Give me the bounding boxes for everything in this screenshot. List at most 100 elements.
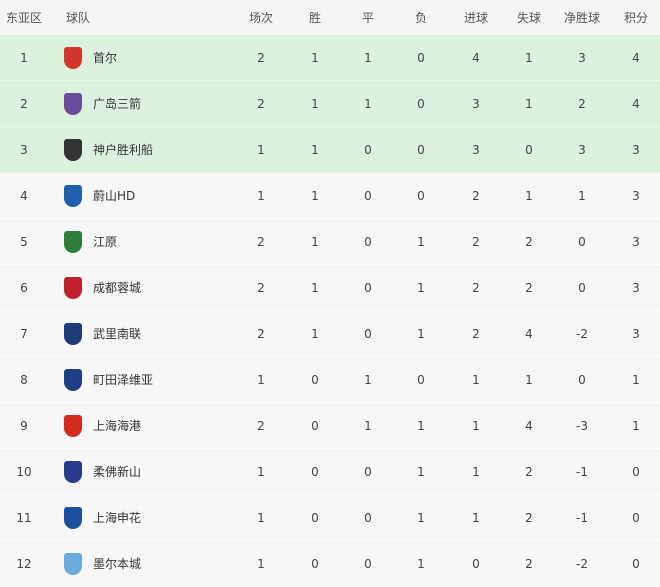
ulsan-hd-logo-icon: [64, 184, 82, 207]
sanfrecce-hiroshima-logo-icon: [64, 92, 82, 115]
lost-cell: 1: [417, 510, 425, 525]
pts-cell: 3: [632, 280, 640, 295]
gd-cell: 0: [578, 234, 586, 249]
lost-cell: 0: [417, 50, 425, 65]
table-row[interactable]: 1 首尔 2 1 1 0 4 1 3 4: [0, 35, 660, 81]
table-row[interactable]: 8 町田泽维亚 1 0 1 0 1 1 0 1: [0, 357, 660, 403]
pts-cell: 0: [632, 464, 640, 479]
gd-cell: 2: [578, 96, 586, 111]
team-cell[interactable]: 上海海港: [64, 403, 264, 448]
pts-cell: 3: [632, 188, 640, 203]
lost-cell: 1: [417, 326, 425, 341]
header-played[interactable]: 场次: [248, 11, 273, 25]
team-cell[interactable]: 上海申花: [64, 495, 264, 540]
ga-cell: 2: [525, 556, 533, 571]
team-cell[interactable]: 墨尔本城: [64, 541, 264, 586]
header-goals-against[interactable]: 失球: [516, 11, 541, 25]
pts-cell: 0: [632, 510, 640, 525]
rank-cell: 11: [16, 510, 32, 525]
drawn-cell: 1: [364, 50, 372, 65]
gd-cell: 0: [578, 372, 586, 387]
gf-cell: 3: [472, 96, 480, 111]
table-row[interactable]: 5 江原 2 1 0 1 2 2 0 3: [0, 219, 660, 265]
header-goal-difference[interactable]: 净胜球: [563, 11, 600, 25]
team-name[interactable]: 武里南联: [93, 327, 142, 341]
team-cell[interactable]: 江原: [64, 219, 264, 264]
drawn-cell: 0: [364, 464, 372, 479]
gf-cell: 2: [472, 280, 480, 295]
table-row[interactable]: 3 神户胜利船 1 1 0 0 3 0 3 3: [0, 127, 660, 173]
played-cell: 1: [257, 464, 265, 479]
team-cell[interactable]: 柔佛新山: [64, 449, 264, 494]
team-name[interactable]: 成都蓉城: [93, 281, 142, 295]
table-row[interactable]: 7 武里南联 2 1 0 1 2 4 -2 3: [0, 311, 660, 357]
vissel-kobe-logo-icon: [64, 138, 82, 161]
pts-cell: 0: [632, 556, 640, 571]
table-row[interactable]: 4 蔚山HD 1 1 0 0 2 1 1 3: [0, 173, 660, 219]
drawn-cell: 0: [364, 556, 372, 571]
won-cell: 0: [311, 464, 319, 479]
gf-cell: 0: [472, 556, 480, 571]
gd-cell: -3: [576, 418, 588, 433]
table-row[interactable]: 6 成都蓉城 2 1 0 1 2 2 0 3: [0, 265, 660, 311]
gd-cell: 1: [578, 188, 586, 203]
header-points[interactable]: 积分: [623, 11, 648, 25]
drawn-cell: 1: [364, 96, 372, 111]
gd-cell: 3: [578, 142, 586, 157]
header-goals-for[interactable]: 进球: [463, 11, 488, 25]
table-row[interactable]: 11 上海申花 1 0 0 1 1 2 -1 0: [0, 495, 660, 541]
ga-cell: 1: [525, 188, 533, 203]
table-row[interactable]: 10 柔佛新山 1 0 0 1 1 2 -1 0: [0, 449, 660, 495]
header-won[interactable]: 胜: [308, 11, 321, 25]
team-name[interactable]: 蔚山HD: [93, 189, 136, 203]
header-lost[interactable]: 负: [414, 11, 427, 25]
drawn-cell: 0: [364, 280, 372, 295]
team-name[interactable]: 上海海港: [93, 419, 142, 433]
team-cell[interactable]: 神户胜利船: [64, 127, 264, 172]
played-cell: 2: [257, 326, 265, 341]
played-cell: 2: [257, 234, 265, 249]
lost-cell: 1: [417, 464, 425, 479]
gf-cell: 2: [472, 188, 480, 203]
team-name[interactable]: 上海申花: [93, 511, 142, 525]
drawn-cell: 0: [364, 510, 372, 525]
team-name[interactable]: 墨尔本城: [93, 557, 142, 571]
gf-cell: 2: [472, 326, 480, 341]
team-name[interactable]: 首尔: [93, 51, 118, 65]
played-cell: 1: [257, 142, 265, 157]
won-cell: 0: [311, 556, 319, 571]
team-cell[interactable]: 首尔: [64, 35, 264, 80]
team-cell[interactable]: 蔚山HD: [64, 173, 264, 218]
gd-cell: -2: [576, 556, 588, 571]
team-name[interactable]: 神户胜利船: [93, 143, 154, 157]
team-cell[interactable]: 成都蓉城: [64, 265, 264, 310]
header-rank[interactable]: 东亚区: [5, 11, 42, 25]
won-cell: 0: [311, 418, 319, 433]
rank-cell: 2: [20, 96, 28, 111]
buriram-united-logo-icon: [64, 322, 82, 345]
rank-cell: 7: [20, 326, 28, 341]
won-cell: 1: [311, 142, 319, 157]
ga-cell: 2: [525, 280, 533, 295]
team-name[interactable]: 柔佛新山: [93, 465, 142, 479]
table-row[interactable]: 12 墨尔本城 1 0 0 1 0 2 -2 0: [0, 541, 660, 587]
team-cell[interactable]: 武里南联: [64, 311, 264, 356]
header-drawn[interactable]: 平: [361, 11, 374, 25]
shanghai-port-logo-icon: [64, 414, 82, 437]
table-row[interactable]: 2 广岛三箭 2 1 1 0 3 1 2 4: [0, 81, 660, 127]
ga-cell: 4: [525, 326, 533, 341]
ga-cell: 1: [525, 372, 533, 387]
team-cell[interactable]: 町田泽维亚: [64, 357, 264, 402]
gangwon-logo-icon: [64, 230, 82, 253]
table-row[interactable]: 9 上海海港 2 0 1 1 1 4 -3 1: [0, 403, 660, 449]
team-name[interactable]: 广岛三箭: [93, 97, 142, 111]
played-cell: 2: [257, 96, 265, 111]
lost-cell: 1: [417, 556, 425, 571]
pts-cell: 1: [632, 418, 640, 433]
pts-cell: 3: [632, 142, 640, 157]
drawn-cell: 0: [364, 234, 372, 249]
team-name[interactable]: 町田泽维亚: [93, 373, 154, 387]
pts-cell: 3: [632, 234, 640, 249]
team-name[interactable]: 江原: [93, 235, 118, 249]
team-cell[interactable]: 广岛三箭: [64, 81, 264, 126]
